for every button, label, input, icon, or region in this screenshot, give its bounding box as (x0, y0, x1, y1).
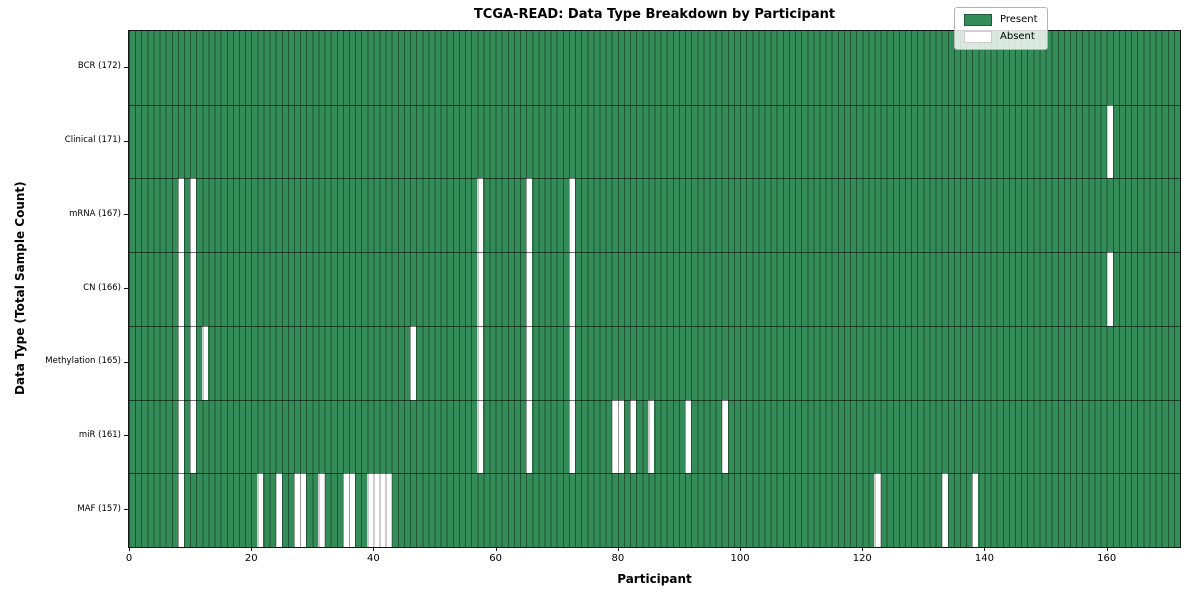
absent-cell-mRNA-10 (190, 178, 197, 253)
xtick-mark (251, 547, 253, 551)
absent-cell-miR-82 (630, 399, 637, 474)
absent-cell-Methylation-57 (477, 325, 484, 400)
xtick-label-80: 80 (611, 553, 625, 564)
absent-cell-MAF-8 (177, 473, 184, 547)
ytick-mark (124, 140, 128, 142)
absent-cell-MAF-28 (300, 473, 307, 547)
absent-cell-CN-160 (1106, 252, 1113, 326)
present-swatch (964, 14, 992, 26)
absent-cell-mRNA-72 (568, 178, 576, 253)
absent-cell-Methylation-72 (568, 325, 576, 400)
absent-cell-CN-57 (477, 252, 484, 326)
legend-label-present: Present (1000, 14, 1038, 25)
xtick-label-20: 20 (244, 553, 258, 564)
absent-cell-MAF-36 (348, 473, 356, 547)
heatmap-cells (129, 31, 1180, 547)
absent-cell-miR-91 (685, 399, 692, 474)
xtick-label-0: 0 (125, 553, 133, 564)
absent-cell-miR-85 (648, 399, 655, 474)
ytick-label-Methylation: Methylation (165) (45, 356, 121, 367)
ytick-mark (124, 288, 128, 289)
absent-cell-MAF-138 (972, 473, 979, 547)
xtick-label-60: 60 (489, 553, 502, 564)
absent-cell-mRNA-8 (177, 178, 184, 253)
absent-cell-CN-8 (177, 252, 184, 326)
absent-cell-MAF-21 (257, 473, 264, 547)
absent-cell-Clinical-160 (1106, 104, 1113, 179)
xtick-mark (740, 547, 742, 551)
absent-cell-MAF-31 (318, 473, 325, 547)
ytick-label-Clinical: Clinical (171) (64, 135, 121, 146)
xtick-mark (129, 547, 130, 551)
xtick-mark (617, 547, 619, 551)
ytick-label-CN: CN (166) (83, 282, 121, 293)
absent-cell-miR-8 (177, 399, 184, 474)
ytick-mark (124, 361, 128, 363)
absent-cell-MAF-24 (275, 473, 282, 547)
absent-cell-CN-65 (526, 252, 533, 326)
absent-cell-CN-72 (568, 252, 576, 326)
absent-cell-miR-57 (477, 399, 484, 474)
ytick-label-MAF: MAF (157) (77, 503, 121, 514)
absent-cell-Methylation-12 (202, 325, 209, 400)
absent-cell-mRNA-57 (477, 178, 484, 253)
absent-cell-Methylation-65 (526, 325, 533, 400)
legend-entry-present: Present (964, 14, 1038, 26)
absent-cell-miR-97 (721, 399, 728, 474)
absent-cell-MAF-122 (874, 473, 881, 547)
legend: Present Absent (954, 7, 1048, 50)
absent-cell-miR-80 (617, 399, 624, 474)
x-axis-label: Participant (617, 572, 692, 586)
ytick-mark (124, 509, 128, 511)
heatmap-plot (128, 30, 1181, 548)
xtick-mark (1106, 547, 1108, 551)
xtick-mark (373, 547, 375, 551)
absent-cell-miR-72 (568, 399, 576, 474)
xtick-label-160: 160 (1097, 553, 1117, 564)
ytick-mark (124, 435, 128, 437)
xtick-mark (862, 547, 864, 551)
absent-cell-Methylation-10 (190, 325, 197, 400)
absent-cell-MAF-27 (293, 473, 301, 547)
absent-cell-miR-65 (526, 399, 533, 474)
xtick-mark (984, 547, 986, 551)
absent-cell-MAF-40 (373, 473, 380, 547)
absent-cell-MAF-41 (379, 473, 386, 547)
xtick-label-120: 120 (852, 553, 872, 564)
absent-cell-Methylation-8 (177, 325, 184, 400)
absent-cell-miR-79 (611, 399, 618, 474)
absent-swatch (964, 31, 992, 43)
xtick-label-100: 100 (730, 553, 750, 564)
legend-label-absent: Absent (1000, 31, 1035, 42)
xtick-label-140: 140 (974, 553, 994, 564)
legend-entry-absent: Absent (964, 31, 1038, 43)
chart-title: TCGA-READ: Data Type Breakdown by Partic… (473, 7, 836, 22)
absent-cell-Methylation-46 (410, 325, 417, 400)
xtick-label-40: 40 (367, 553, 380, 564)
ytick-mark (124, 66, 128, 68)
absent-cell-MAF-39 (367, 473, 374, 547)
ytick-label-BCR: BCR (172) (77, 61, 121, 72)
absent-cell-mRNA-65 (526, 178, 533, 253)
absent-cell-MAF-42 (385, 473, 392, 547)
absent-cell-miR-10 (190, 399, 197, 474)
absent-cell-CN-10 (190, 252, 197, 326)
xtick-mark (495, 547, 497, 551)
ytick-label-mRNA: mRNA (167) (69, 208, 121, 219)
ytick-mark (124, 214, 128, 216)
ytick-label-miR: miR (161) (78, 429, 121, 440)
absent-cell-MAF-133 (941, 473, 948, 547)
absent-cell-MAF-35 (342, 473, 349, 547)
